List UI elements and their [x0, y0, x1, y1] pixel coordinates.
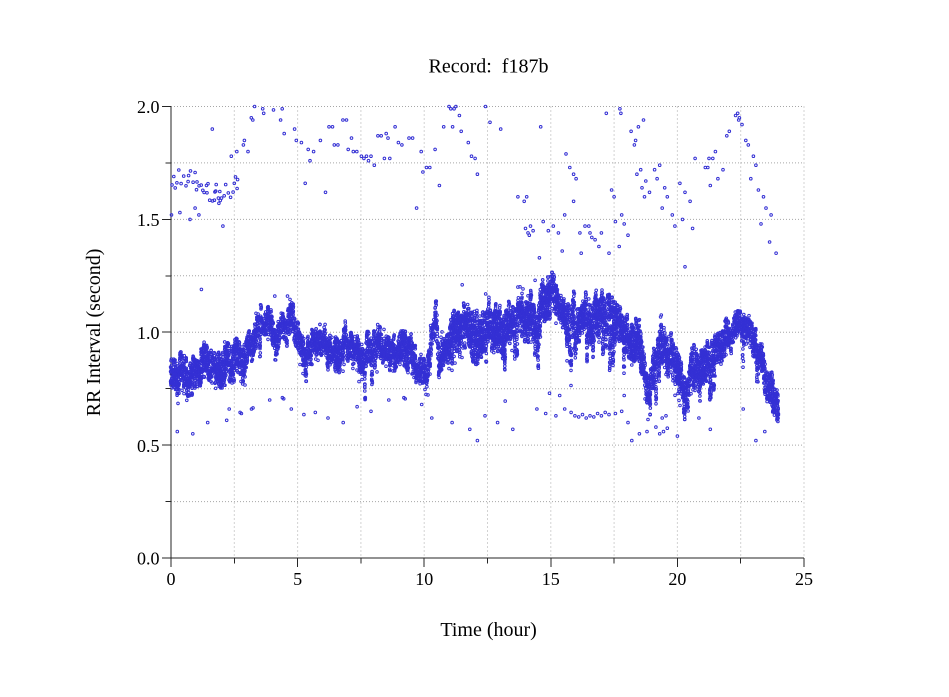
svg-text:Record: f187b: Record: f187b	[429, 55, 549, 77]
svg-text:0.0: 0.0	[137, 549, 160, 569]
svg-text:Time (hour): Time (hour)	[440, 619, 536, 641]
svg-text:1.0: 1.0	[137, 323, 160, 343]
svg-text:15: 15	[542, 569, 560, 589]
svg-text:RR Interval (second): RR Interval (second)	[83, 249, 105, 417]
svg-text:0: 0	[167, 569, 176, 589]
svg-text:5: 5	[293, 569, 302, 589]
svg-text:25: 25	[795, 569, 813, 589]
svg-text:0.5: 0.5	[137, 436, 160, 456]
svg-text:20: 20	[668, 569, 686, 589]
svg-text:1.5: 1.5	[137, 210, 160, 230]
svg-text:2.0: 2.0	[137, 97, 160, 117]
svg-text:10: 10	[415, 569, 433, 589]
